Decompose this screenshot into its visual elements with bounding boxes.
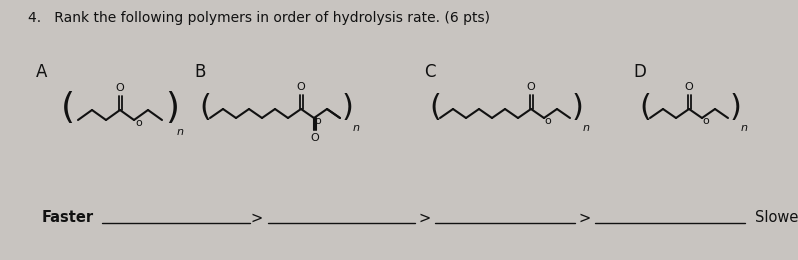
Text: O: O xyxy=(527,82,535,92)
Text: O: O xyxy=(685,82,693,92)
Text: o: o xyxy=(136,118,142,128)
Text: >: > xyxy=(419,211,431,225)
Text: o: o xyxy=(702,116,709,126)
Text: Slower: Slower xyxy=(755,211,798,225)
Text: >: > xyxy=(251,211,263,225)
Text: O: O xyxy=(297,82,306,92)
Text: >: > xyxy=(579,211,591,225)
Text: ): ) xyxy=(165,91,179,125)
Text: A: A xyxy=(37,63,48,81)
Text: ): ) xyxy=(730,93,742,121)
Text: 4.   Rank the following polymers in order of hydrolysis rate. (6 pts): 4. Rank the following polymers in order … xyxy=(28,11,490,25)
Text: O: O xyxy=(310,133,319,143)
Text: ): ) xyxy=(572,93,584,121)
Text: (: ( xyxy=(61,91,75,125)
Text: ): ) xyxy=(342,93,354,121)
Text: O: O xyxy=(116,83,124,93)
Text: B: B xyxy=(194,63,206,81)
Text: (: ( xyxy=(429,93,441,121)
Text: o: o xyxy=(314,116,322,126)
Text: D: D xyxy=(634,63,646,81)
Text: C: C xyxy=(425,63,436,81)
Text: (: ( xyxy=(639,93,651,121)
Text: (: ( xyxy=(199,93,211,121)
Text: o: o xyxy=(544,116,551,126)
Text: n: n xyxy=(176,127,184,137)
Text: n: n xyxy=(583,123,590,133)
Text: n: n xyxy=(741,123,748,133)
Text: n: n xyxy=(353,123,360,133)
Text: Faster: Faster xyxy=(42,211,94,225)
